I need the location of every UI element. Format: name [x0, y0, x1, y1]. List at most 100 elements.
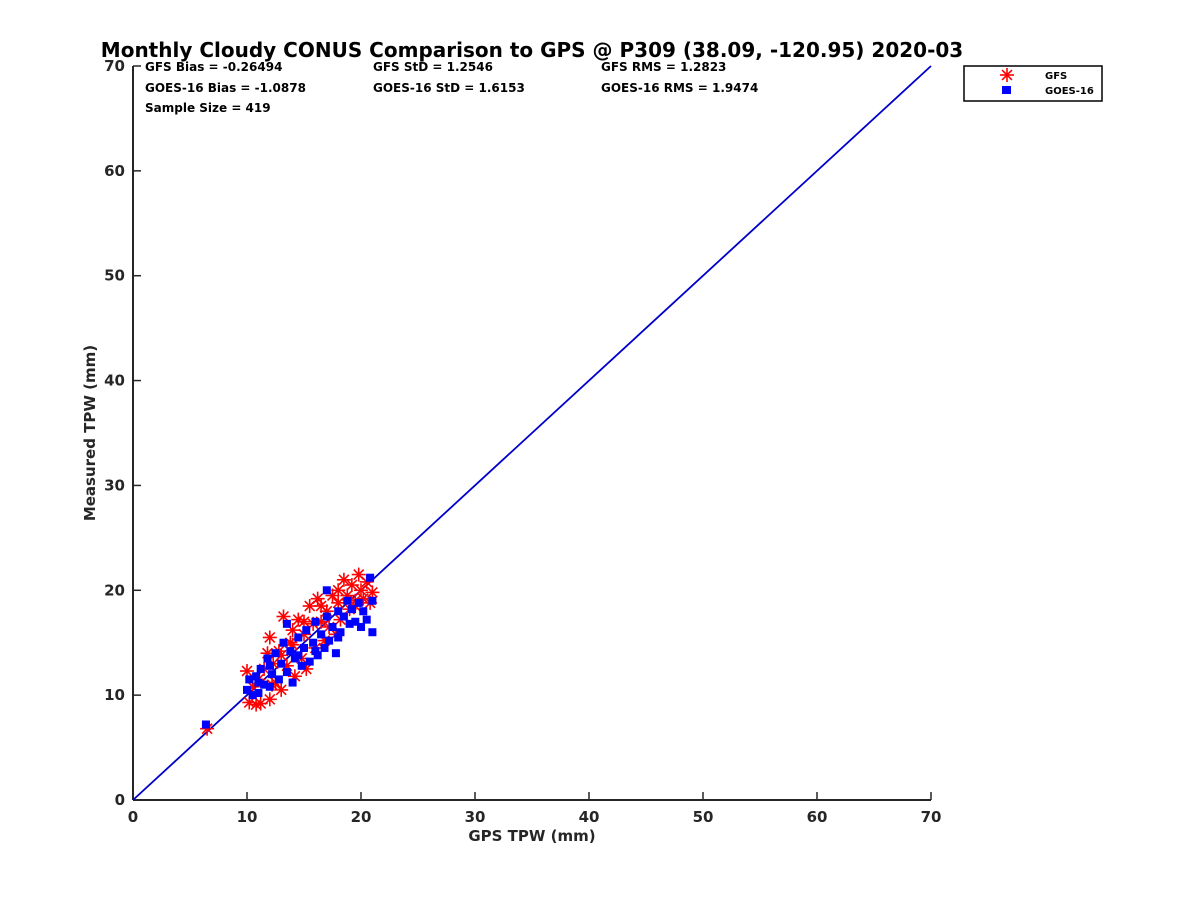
goes16-point: [328, 622, 337, 631]
gfs-point: [291, 612, 306, 627]
gfs-point: [336, 572, 351, 587]
stat-gfs-rms: GFS RMS = 1.2823: [601, 60, 726, 74]
y-tick-label: 50: [104, 267, 125, 285]
goes16-point: [334, 607, 343, 616]
goes16-point: [243, 685, 251, 694]
goes16-point: [322, 586, 331, 595]
goes16-point: [320, 643, 329, 652]
goes16-point: [245, 675, 254, 684]
goes16-point: [313, 651, 322, 660]
goes16-point: [336, 628, 345, 637]
goes16-point: [254, 678, 263, 687]
y-axis-ticks: 0 10 20 30 40 50 60 70: [104, 57, 141, 809]
x-tick-label: 50: [693, 808, 714, 826]
goes16-point: [343, 596, 352, 605]
x-tick-label: 70: [921, 808, 942, 826]
gfs-point: [262, 630, 277, 645]
y-tick-label: 10: [104, 686, 125, 704]
goes16-point: [357, 622, 365, 631]
x-axis-label: GPS TPW (mm): [468, 827, 595, 845]
y-tick-label: 70: [104, 57, 125, 75]
goes16-point: [201, 720, 210, 729]
one-to-one-line: [132, 65, 932, 801]
goes16-point: [265, 682, 274, 691]
goes16-point: [286, 647, 295, 656]
x-axis-ticks: 0 10 20 30 40 50 60 70: [128, 792, 942, 826]
goes16-point: [271, 649, 280, 658]
goes16-point: [252, 672, 261, 681]
y-tick-label: 0: [115, 791, 125, 809]
gfs-point: [331, 583, 346, 598]
goes16-point: [274, 675, 283, 684]
goes16-point: [300, 643, 308, 652]
stat-gfs-std: GFS StD = 1.2546: [373, 60, 493, 74]
goes16-point: [309, 638, 318, 647]
goes16-point: [288, 678, 297, 687]
gfs-point: [354, 583, 368, 598]
legend-goes16-marker: [1002, 86, 1011, 94]
gfs-point: [262, 692, 277, 707]
goes16-point: [279, 638, 288, 647]
goes16-point: [256, 664, 265, 673]
goes16-point: [347, 605, 356, 614]
goes16-point: [359, 607, 368, 616]
goes16-point: [339, 612, 348, 621]
x-tick-label: 10: [237, 808, 258, 826]
goes16-point: [345, 619, 354, 628]
gfs-point: [253, 696, 268, 711]
goes16-point: [325, 636, 334, 645]
goes16-point: [366, 573, 375, 582]
goes16-point: [311, 617, 320, 626]
goes16-point: [294, 633, 303, 642]
goes16-point: [362, 615, 371, 624]
goes16-point: [282, 668, 291, 677]
x-tick-label: 0: [128, 808, 138, 826]
goes16-point: [354, 598, 363, 607]
goes16-point: [265, 661, 274, 670]
goes16-point: [368, 628, 377, 637]
stat-goes-std: GOES-16 StD = 1.6153: [373, 81, 525, 95]
goes16-point: [334, 633, 343, 642]
x-tick-label: 60: [807, 808, 828, 826]
legend-box: [963, 65, 1103, 102]
goes16-point: [368, 596, 377, 605]
legend-gfs-asterisk: [1000, 68, 1014, 82]
stat-sample-size: Sample Size = 419: [145, 101, 271, 115]
gfs-point: [287, 669, 302, 684]
legend: GFS GOES-16: [963, 65, 1103, 102]
series-goes16: [201, 573, 377, 729]
x-tick-label: 20: [351, 808, 372, 826]
gfs-point: [314, 599, 329, 614]
chart-title: Monthly Cloudy CONUS Comparison to GPS @…: [101, 38, 963, 62]
goes16-point: [260, 680, 269, 689]
y-tick-label: 20: [104, 581, 125, 599]
goes16-point: [331, 649, 340, 658]
goes16-point: [317, 630, 326, 639]
legend-gfs-label: GFS: [1045, 71, 1067, 82]
goes16-point: [351, 617, 360, 626]
goes16-point: [263, 654, 272, 663]
x-tick-label: 30: [465, 808, 486, 826]
legend-goes16-label: GOES-16: [1045, 86, 1094, 97]
goes16-point: [297, 661, 306, 670]
goes16-point: [294, 651, 303, 660]
stat-goes-bias: GOES-16 Bias = -1.0878: [145, 81, 306, 95]
stat-gfs-bias: GFS Bias = -0.26494: [145, 60, 282, 74]
goes16-point: [248, 691, 257, 700]
goes16-point: [302, 626, 311, 635]
goes16-point: [322, 612, 331, 621]
y-tick-label: 60: [104, 162, 125, 180]
stat-goes-rms: GOES-16 RMS = 1.9474: [601, 81, 758, 95]
y-tick-label: 40: [104, 372, 125, 390]
y-axis-label: Measured TPW (mm): [81, 345, 99, 521]
goes16-point: [277, 659, 286, 668]
goes16-point: [254, 689, 263, 698]
goes16-point: [268, 670, 277, 679]
y-tick-label: 30: [104, 476, 125, 494]
goes16-point: [311, 647, 320, 656]
x-tick-label: 40: [579, 808, 600, 826]
goes16-point: [305, 657, 314, 666]
legend-gfs-marker: [1000, 68, 1014, 82]
goes16-point: [282, 619, 291, 628]
